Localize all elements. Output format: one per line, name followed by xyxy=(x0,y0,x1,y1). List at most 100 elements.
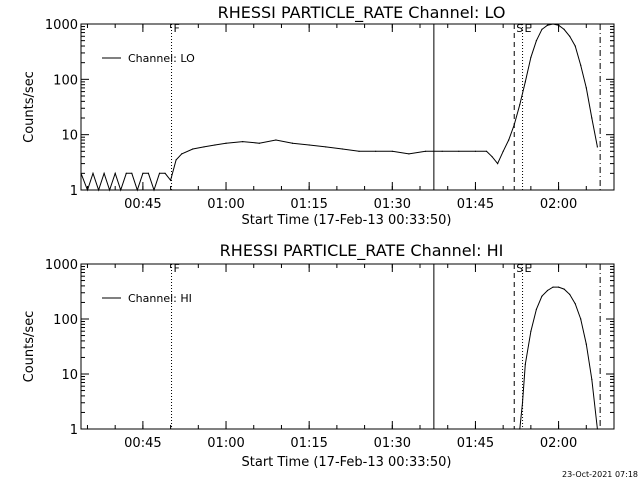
data-point xyxy=(86,189,89,191)
data-point xyxy=(291,142,294,144)
x-axis-label: Start Time (17-Feb-13 00:33:50) xyxy=(242,455,452,470)
data-point xyxy=(580,64,582,66)
data-point xyxy=(557,24,560,26)
data-point xyxy=(474,150,477,152)
x-tick-label: 01:15 xyxy=(290,436,327,451)
data-point xyxy=(580,318,582,320)
data-point xyxy=(103,172,105,174)
data-point xyxy=(563,28,565,30)
data-point xyxy=(541,28,543,30)
x-tick-label: 01:00 xyxy=(207,197,244,212)
x-tick-label: 01:45 xyxy=(457,436,494,451)
legend-label: Channel: LO xyxy=(128,52,195,65)
data-point xyxy=(513,124,515,126)
marker-label: S xyxy=(516,22,523,35)
y-tick-label: 1000 xyxy=(45,258,78,273)
data-point xyxy=(153,189,155,191)
data-point xyxy=(214,144,216,146)
data-point xyxy=(308,144,310,146)
data-point xyxy=(574,45,576,47)
data-point xyxy=(258,142,260,144)
marker-label: F xyxy=(174,22,180,35)
marker-label: S xyxy=(516,262,523,275)
data-point xyxy=(391,150,393,152)
chart-title: RHESSI PARTICLE_RATE Channel: LO xyxy=(218,3,506,23)
data-point xyxy=(535,308,538,310)
data-point xyxy=(591,378,593,380)
x-tick-label: 02:00 xyxy=(540,436,577,451)
data-point xyxy=(596,146,598,148)
legend-label: Channel: HI xyxy=(128,292,192,305)
y-tick-label: 1 xyxy=(70,423,78,438)
data-point xyxy=(109,189,111,191)
data-point xyxy=(596,428,598,430)
data-point xyxy=(574,303,576,305)
data-point xyxy=(563,288,565,290)
data-point xyxy=(92,172,94,174)
data-point xyxy=(552,23,554,25)
data-point xyxy=(131,172,133,174)
data-point xyxy=(535,40,538,42)
y-tick-label: 10 xyxy=(61,368,78,383)
data-point xyxy=(519,103,521,106)
data-point xyxy=(585,343,587,345)
x-tick-label: 01:00 xyxy=(207,436,244,451)
data-point xyxy=(557,286,560,288)
data-point xyxy=(225,142,227,144)
data-point xyxy=(242,140,244,143)
data-point xyxy=(164,172,166,174)
data-point xyxy=(358,150,360,152)
footer-timestamp: 23-Oct-2021 07:18 xyxy=(562,470,638,479)
data-point xyxy=(170,179,172,181)
series-line-0 xyxy=(80,23,598,192)
data-point xyxy=(275,139,277,141)
data-point xyxy=(158,172,161,174)
data-point xyxy=(519,428,521,430)
x-tick-label: 01:30 xyxy=(374,436,411,451)
y-tick-label: 1000 xyxy=(45,18,78,33)
data-point xyxy=(192,148,194,150)
plot-frame xyxy=(80,263,615,430)
plot-frame xyxy=(80,23,615,191)
data-point xyxy=(546,24,549,26)
data-point xyxy=(142,172,144,174)
y-tick-label: 100 xyxy=(53,313,78,328)
chart-title: RHESSI PARTICLE_RATE Channel: HI xyxy=(220,241,504,261)
data-point xyxy=(424,150,427,152)
data-point xyxy=(441,150,443,152)
x-tick-label: 02:00 xyxy=(540,197,577,212)
x-tick-label: 00:45 xyxy=(124,197,161,212)
data-point xyxy=(524,81,526,83)
data-point xyxy=(114,172,116,174)
data-point xyxy=(375,150,377,152)
data-point xyxy=(530,56,532,58)
x-tick-label: 00:45 xyxy=(124,436,161,451)
data-point xyxy=(147,172,150,174)
data-point xyxy=(585,87,587,89)
data-point xyxy=(502,150,504,152)
y-axis-label: Counts/sec xyxy=(22,71,37,143)
data-point xyxy=(524,363,526,365)
data-point xyxy=(97,189,100,191)
marker-label: E xyxy=(525,262,532,275)
data-point xyxy=(569,293,571,296)
data-point xyxy=(552,286,554,288)
data-point xyxy=(181,153,183,155)
y-tick-label: 10 xyxy=(61,129,78,144)
data-point xyxy=(458,150,460,152)
x-tick-label: 01:15 xyxy=(290,197,327,212)
data-point xyxy=(120,189,122,191)
data-point xyxy=(508,139,510,141)
data-point xyxy=(530,330,532,332)
data-point xyxy=(591,117,593,119)
data-point xyxy=(491,156,493,158)
data-point xyxy=(325,146,327,148)
x-tick-label: 01:30 xyxy=(374,197,411,212)
data-point xyxy=(408,153,410,155)
x-axis-label: Start Time (17-Feb-13 00:33:50) xyxy=(242,213,452,228)
x-tick-label: 01:45 xyxy=(457,197,494,212)
data-point xyxy=(485,150,488,152)
data-point xyxy=(541,295,543,297)
data-point xyxy=(497,162,499,165)
